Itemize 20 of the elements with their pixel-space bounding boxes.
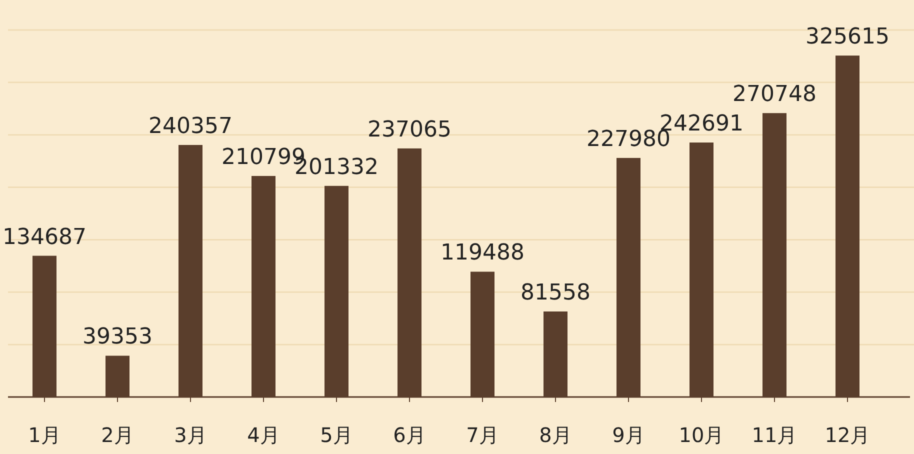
data-label: 39353	[82, 324, 152, 350]
data-label: 325615	[806, 24, 890, 50]
data-label: 240357	[148, 114, 232, 139]
x-tick-label: 1月	[28, 423, 61, 447]
data-label: 81558	[520, 280, 590, 306]
x-tick-label: 12月	[824, 423, 870, 447]
data-label: 270748	[732, 82, 816, 108]
x-tick-label: 9月	[612, 423, 645, 447]
x-tick-label: 5月	[320, 423, 353, 447]
x-tick-label: 2月	[101, 423, 134, 447]
x-tick-label: 3月	[174, 423, 207, 447]
data-label: 119488	[440, 240, 524, 266]
x-tick-label: 11月	[752, 423, 798, 447]
data-label: 134687	[2, 224, 86, 250]
x-tick-label: 7月	[466, 423, 499, 447]
x-tick-label: 4月	[247, 423, 280, 447]
data-label: 237065	[368, 117, 452, 142]
x-tick-label: 10月	[678, 423, 724, 447]
x-tick-label: 6月	[393, 423, 426, 447]
x-tick-label: 8月	[539, 423, 572, 447]
